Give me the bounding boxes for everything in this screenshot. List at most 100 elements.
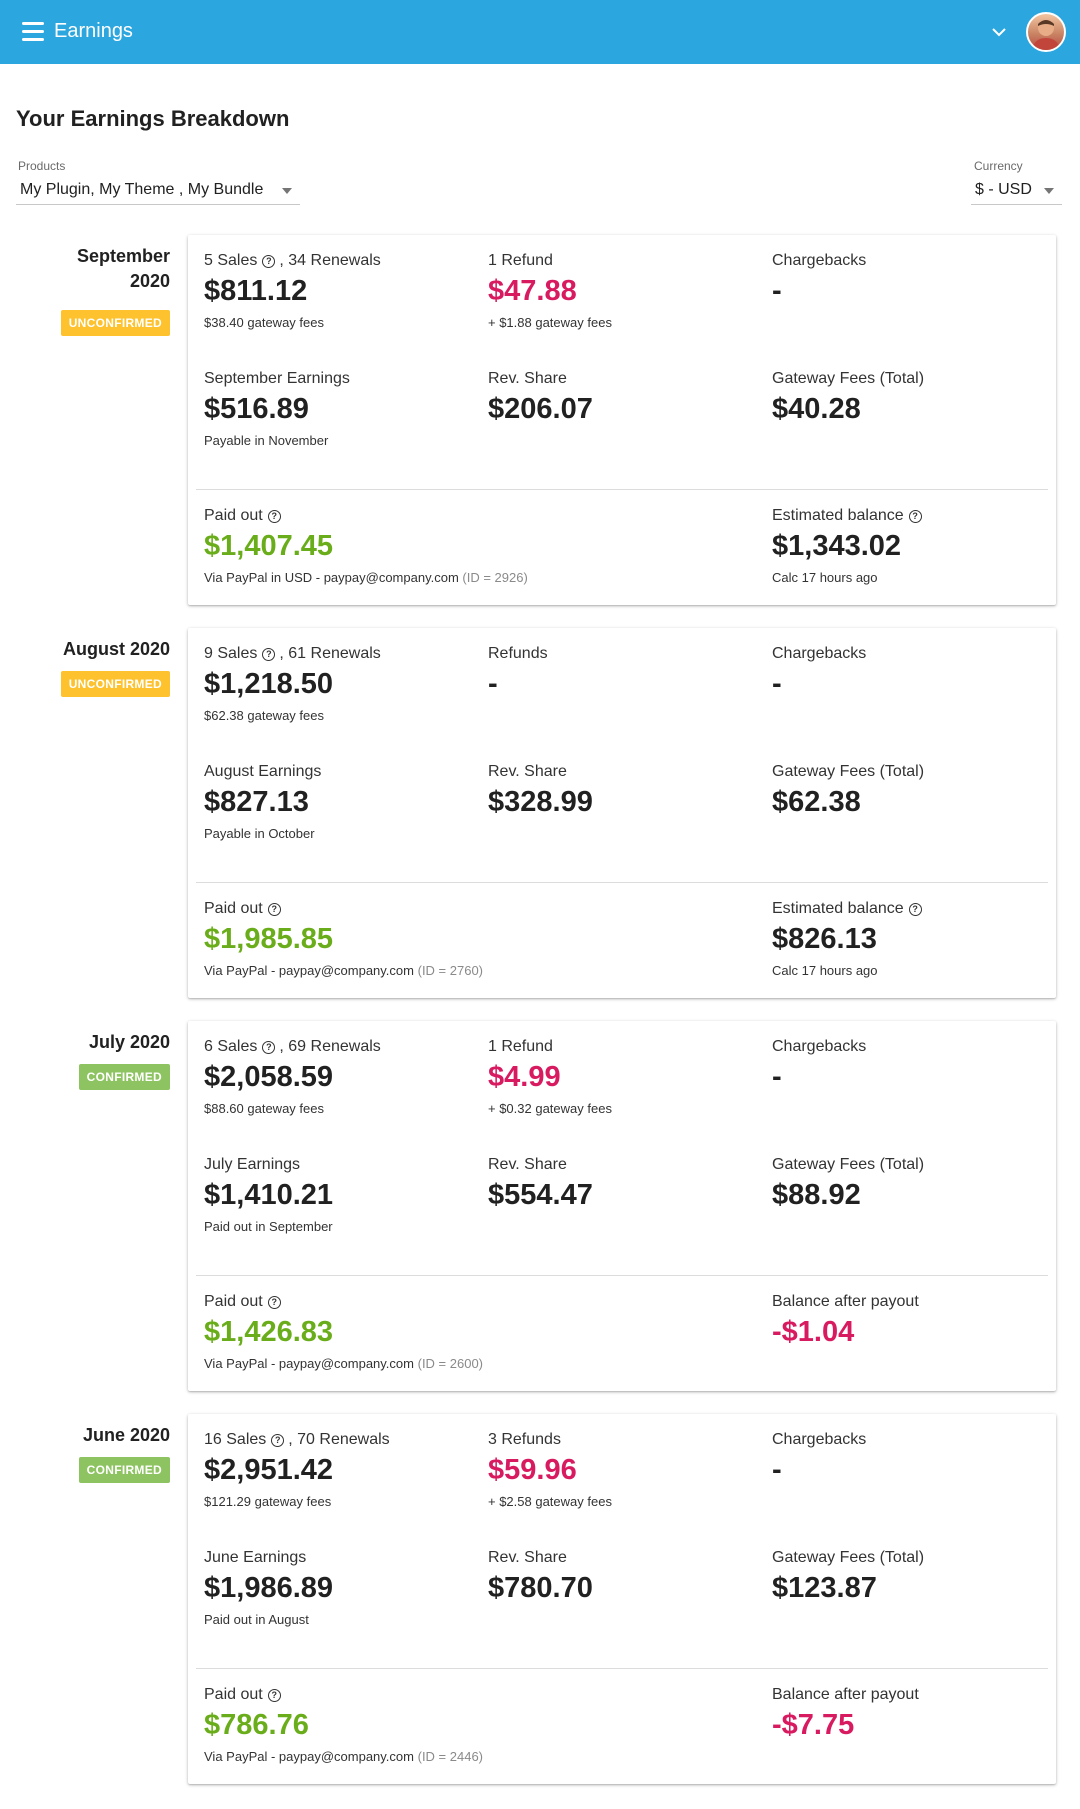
- gateway-fees-cell: Gateway Fees (Total) $123.87: [772, 1548, 924, 1606]
- refunds-amount: -: [488, 668, 498, 700]
- sales-cell: 5 Sales?, 34 Renewals $811.12 $38.40 gat…: [204, 251, 381, 332]
- paid-out-method: Via PayPal - paypay@company.com: [204, 963, 414, 978]
- paid-out-cell: Paid out? $1,426.83 Via PayPal - paypay@…: [204, 1292, 483, 1373]
- earnings-cell: August Earnings $827.13 Payable in Octob…: [204, 762, 321, 843]
- question-circle-icon[interactable]: ?: [908, 509, 922, 523]
- app-bar: Earnings: [0, 0, 1080, 64]
- chargebacks-amount: -: [772, 275, 782, 307]
- currency-value: $ - USD: [975, 181, 1032, 198]
- refunds-cell: 1 Refund $47.88 + $1.88 gateway fees: [488, 251, 612, 332]
- sales-amount: $811.12: [204, 275, 308, 307]
- balance-label: Balance after payout: [772, 1293, 919, 1310]
- gateway-fees-label: Gateway Fees (Total): [772, 370, 925, 387]
- month-card: 5 Sales?, 34 Renewals $811.12 $38.40 gat…: [188, 235, 1056, 605]
- balance-calc-time: Calc 17 hours ago: [772, 963, 878, 978]
- hamburger-icon[interactable]: [22, 22, 44, 42]
- refunds-label: 1 Refund: [488, 1038, 553, 1055]
- balance-amount: $826.13: [772, 923, 877, 955]
- dropdown-caret-icon: [282, 188, 292, 194]
- chargebacks-label: Chargebacks: [772, 1038, 867, 1055]
- balance-amount: -$7.75: [772, 1709, 855, 1741]
- refunds-cell: 3 Refunds $59.96 + $2.58 gateway fees: [488, 1430, 612, 1511]
- sales-cell: 9 Sales?, 61 Renewals $1,218.50 $62.38 g…: [204, 644, 381, 725]
- earnings-amount: $1,986.89: [204, 1572, 334, 1604]
- status-badge: UNCONFIRMED: [60, 671, 170, 697]
- rev-share-cell: Rev. Share $554.47: [488, 1155, 593, 1213]
- sales-gateway-fees: $121.29 gateway fees: [204, 1494, 332, 1509]
- paid-out-label: Paid out: [204, 1686, 263, 1703]
- chargebacks-label: Chargebacks: [772, 645, 867, 662]
- gateway-fees-cell: Gateway Fees (Total) $40.28: [772, 369, 924, 427]
- divider: [196, 882, 1048, 883]
- earnings-amount: $827.13: [204, 786, 309, 818]
- products-label: Products: [18, 159, 66, 173]
- earnings-label: September Earnings: [204, 370, 350, 387]
- rev-share-amount: $328.99: [488, 786, 593, 818]
- refunds-amount: $47.88: [488, 275, 577, 307]
- earnings-label: August Earnings: [204, 763, 322, 780]
- paid-out-label: Paid out: [204, 507, 263, 524]
- rev-share-amount: $780.70: [488, 1572, 593, 1604]
- question-circle-icon[interactable]: ?: [267, 509, 281, 523]
- gateway-fees-cell: Gateway Fees (Total) $62.38: [772, 762, 924, 820]
- earnings-payable: Paid out in August: [204, 1612, 309, 1627]
- divider: [196, 1275, 1048, 1276]
- question-circle-icon[interactable]: ?: [267, 1295, 281, 1309]
- question-circle-icon[interactable]: ?: [271, 1433, 285, 1447]
- sales-label: 5 Sales: [204, 252, 258, 269]
- refunds-cell: 1 Refund $4.99 + $0.32 gateway fees: [488, 1037, 612, 1118]
- question-circle-icon[interactable]: ?: [267, 902, 281, 916]
- balance-cell: Balance after payout -$1.04: [772, 1292, 919, 1355]
- paid-out-method: Via PayPal in USD - paypay@company.com: [204, 570, 459, 585]
- earnings-label: June Earnings: [204, 1549, 307, 1566]
- sales-cell: 16 Sales?, 70 Renewals $2,951.42 $121.29…: [204, 1430, 390, 1511]
- earnings-cell: June Earnings $1,986.89 Paid out in Augu…: [204, 1548, 333, 1629]
- balance-label: Estimated balance: [772, 507, 904, 524]
- paid-out-amount: $1,985.85: [204, 923, 334, 955]
- paid-out-method: Via PayPal - paypay@company.com: [204, 1356, 414, 1371]
- refunds-label: 3 Refunds: [488, 1431, 561, 1448]
- products-value: My Plugin, My Theme , My Bundle: [20, 181, 264, 198]
- earnings-payable: Payable in November: [204, 433, 329, 448]
- rev-share-cell: Rev. Share $206.07: [488, 369, 593, 427]
- gateway-fees-label: Gateway Fees (Total): [772, 1549, 925, 1566]
- gateway-fees-amount: $62.38: [772, 786, 861, 818]
- payout-id: (ID = 2600): [417, 1356, 484, 1371]
- rev-share-label: Rev. Share: [488, 763, 567, 780]
- chargebacks-label: Chargebacks: [772, 1431, 867, 1448]
- question-circle-icon[interactable]: ?: [262, 254, 276, 268]
- chargebacks-cell: Chargebacks -: [772, 251, 866, 309]
- month-card: 9 Sales?, 61 Renewals $1,218.50 $62.38 g…: [188, 628, 1056, 998]
- sales-label: 16 Sales: [204, 1431, 267, 1448]
- earnings-payable: Paid out in September: [204, 1219, 333, 1234]
- question-circle-icon[interactable]: ?: [262, 647, 276, 661]
- gateway-fees-label: Gateway Fees (Total): [772, 1156, 925, 1173]
- rev-share-amount: $206.07: [488, 393, 593, 425]
- paid-out-cell: Paid out? $786.76 Via PayPal - paypay@co…: [204, 1685, 483, 1766]
- question-circle-icon[interactable]: ?: [262, 1040, 276, 1054]
- rev-share-label: Rev. Share: [488, 370, 567, 387]
- question-circle-icon[interactable]: ?: [908, 902, 922, 916]
- month-label: June 2020: [82, 1425, 170, 1445]
- currency-select[interactable]: $ - USD: [971, 177, 1062, 205]
- paid-out-amount: $1,407.45: [204, 530, 334, 562]
- sales-label: 9 Sales: [204, 645, 258, 662]
- divider: [196, 1668, 1048, 1669]
- products-select[interactable]: My Plugin, My Theme , My Bundle: [16, 177, 300, 205]
- earnings-cell: July Earnings $1,410.21 Paid out in Sept…: [204, 1155, 333, 1236]
- rev-share-cell: Rev. Share $328.99: [488, 762, 593, 820]
- refunds-cell: Refunds -: [488, 644, 548, 707]
- question-circle-icon[interactable]: ?: [267, 1688, 281, 1702]
- balance-cell: Estimated balance? $1,343.02 Calc 17 hou…: [772, 506, 926, 587]
- gateway-fees-label: Gateway Fees (Total): [772, 763, 925, 780]
- paid-out-method: Via PayPal - paypay@company.com: [204, 1749, 414, 1764]
- balance-amount: -$1.04: [772, 1316, 855, 1348]
- balance-label: Balance after payout: [772, 1686, 919, 1703]
- payout-id: (ID = 2446): [417, 1749, 484, 1764]
- chevron-down-icon[interactable]: [990, 23, 1008, 41]
- earnings-amount: $1,410.21: [204, 1179, 334, 1211]
- renewals-label: , 61 Renewals: [279, 645, 381, 662]
- avatar[interactable]: [1026, 12, 1066, 52]
- chargebacks-amount: -: [772, 1061, 782, 1093]
- chargebacks-label: Chargebacks: [772, 252, 867, 269]
